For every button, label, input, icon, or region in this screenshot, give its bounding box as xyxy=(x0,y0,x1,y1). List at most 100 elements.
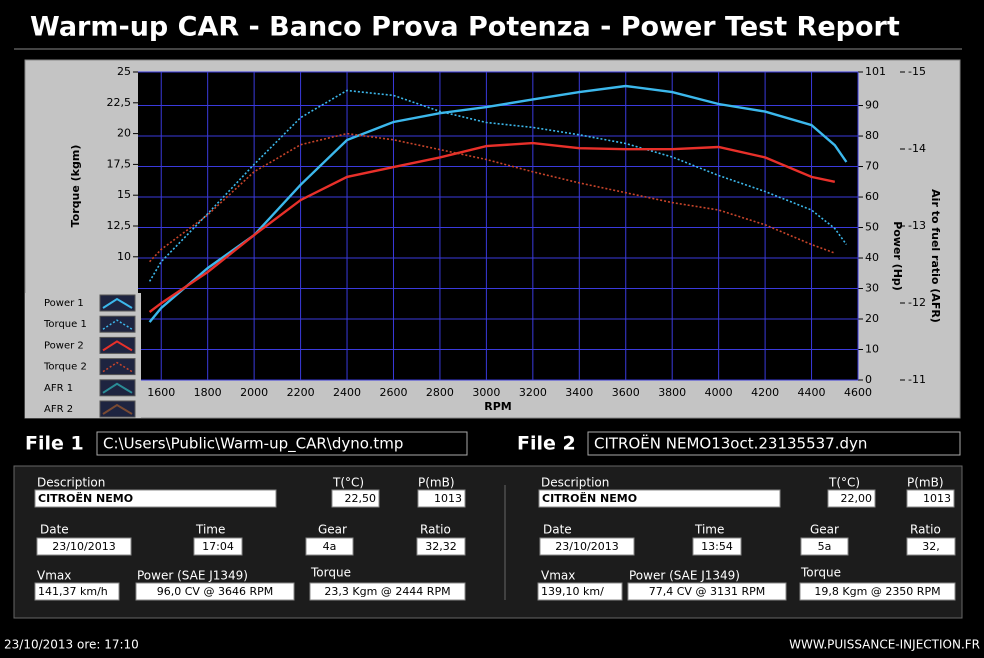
field-value: 1013 xyxy=(434,492,462,505)
y-tick-label: 17,5 xyxy=(107,157,132,170)
y2-tick-label: 70 xyxy=(865,160,879,173)
legend-line xyxy=(102,340,133,352)
x-tick-label: 2200 xyxy=(287,386,315,399)
field-box xyxy=(331,489,380,508)
y-axis-label: Torque (kgm) xyxy=(69,145,82,228)
y-tick-label: 10 xyxy=(117,250,131,263)
legend-label: Power 2 xyxy=(44,340,84,351)
field-value: 32, xyxy=(922,540,940,553)
legend-line xyxy=(102,382,133,394)
file-path: C:\Users\Public\Warm-up_CAR\dyno.tmp xyxy=(103,435,403,454)
field-label: Gear xyxy=(810,523,839,537)
x-tick-label: 2800 xyxy=(426,386,454,399)
field-box xyxy=(692,537,742,556)
series-line xyxy=(149,132,836,263)
field-label: Ratio xyxy=(910,523,941,537)
field-value: 22,50 xyxy=(345,492,377,505)
field-box xyxy=(537,582,623,601)
y2-tick-label: 40 xyxy=(865,251,879,264)
field-label: T(°C) xyxy=(828,476,860,490)
field-value: 96,0 CV @ 3646 RPM xyxy=(157,585,273,598)
field-value: 139,10 km/ xyxy=(541,585,604,598)
y2-tick-label: 101 xyxy=(865,65,886,78)
field-label: Vmax xyxy=(541,569,575,583)
y3-tick-label: -11 xyxy=(908,373,926,386)
y2-axis-label: Power (Hp) xyxy=(891,221,904,291)
legend-swatch xyxy=(99,336,136,354)
field-label: P(mB) xyxy=(418,476,455,490)
field-value: 1013 xyxy=(923,492,951,505)
plot-area xyxy=(138,72,858,380)
field-value: 22,00 xyxy=(841,492,873,505)
legend-label: AFR 1 xyxy=(44,383,73,394)
field-label: Time xyxy=(195,523,225,537)
y-tick-label: 12,5 xyxy=(107,219,132,232)
field-box xyxy=(827,489,876,508)
field-box xyxy=(539,537,635,556)
field-label: Date xyxy=(543,523,572,537)
legend-label: Power 1 xyxy=(44,298,84,309)
legend-line xyxy=(102,403,133,415)
field-value: 17:04 xyxy=(202,540,234,553)
field-label: T(°C) xyxy=(332,476,364,490)
field-box xyxy=(36,537,132,556)
x-tick-label: 3200 xyxy=(519,386,547,399)
x-tick-label: 4400 xyxy=(798,386,826,399)
field-box xyxy=(34,489,277,508)
legend-swatch xyxy=(99,358,136,376)
y-tick-label: 22,5 xyxy=(107,96,132,109)
field-value: 4a xyxy=(323,540,337,553)
field-box xyxy=(309,582,466,601)
x-tick-label: 3600 xyxy=(612,386,640,399)
field-value: 13:54 xyxy=(701,540,733,553)
field-value: CITROËN NEMO xyxy=(38,491,133,505)
field-box xyxy=(800,537,849,556)
legend-label: AFR 2 xyxy=(44,404,73,415)
legend-line xyxy=(102,297,133,309)
field-label: P(mB) xyxy=(907,476,944,490)
x-tick-label: 2600 xyxy=(379,386,407,399)
field-box xyxy=(799,582,956,601)
x-tick-label: 2400 xyxy=(333,386,361,399)
field-value: 77,4 CV @ 3131 RPM xyxy=(649,585,765,598)
field-box xyxy=(906,537,956,556)
y2-tick-label: 0 xyxy=(865,373,872,386)
x-tick-label: 4000 xyxy=(705,386,733,399)
field-label: Power (SAE J1349) xyxy=(137,569,248,583)
field-label: Torque xyxy=(800,566,841,580)
legend-label: Torque 2 xyxy=(43,362,87,373)
y3-tick-label: -15 xyxy=(908,65,926,78)
field-box xyxy=(627,582,787,601)
field-value: 23/10/2013 xyxy=(52,540,115,553)
file-path: CITROËN NEMO13oct.23135537.dyn xyxy=(594,434,867,453)
legend-swatch xyxy=(99,379,136,397)
field-box xyxy=(416,537,466,556)
y2-tick-label: 60 xyxy=(865,190,879,203)
legend-label: Torque 1 xyxy=(43,319,87,330)
y2-tick-label: 20 xyxy=(865,312,879,325)
x-tick-label: 2000 xyxy=(240,386,268,399)
x-tick-label: 4600 xyxy=(844,386,872,399)
field-label: Time xyxy=(694,523,724,537)
series-line xyxy=(148,89,848,282)
title: Warm-up CAR - Banco Prova Potenza - Powe… xyxy=(30,12,900,43)
y-tick-label: 20 xyxy=(117,127,131,140)
field-box xyxy=(193,537,243,556)
y3-axis-label: Air to fuel ratio (AFR) xyxy=(929,189,942,323)
field-value: 23,3 Kgm @ 2444 RPM xyxy=(324,585,450,598)
footer-website: WWW.PUISSANCE-INJECTION.FR xyxy=(789,638,980,652)
field-box xyxy=(305,537,354,556)
field-value: 5a xyxy=(818,540,832,553)
field-box xyxy=(417,489,466,508)
footer-datetime: 23/10/2013 ore: 17:10 xyxy=(4,638,139,652)
legend-line xyxy=(102,361,133,373)
y2-tick-label: 90 xyxy=(865,99,879,112)
legend-swatch xyxy=(99,294,136,312)
file-label: File 1 xyxy=(25,433,84,455)
field-value: 141,37 km/h xyxy=(38,585,108,598)
y-tick-label: 25 xyxy=(117,65,131,78)
y-tick-label: 15 xyxy=(117,188,131,201)
legend-line xyxy=(102,319,133,330)
file-path-box xyxy=(587,431,961,456)
